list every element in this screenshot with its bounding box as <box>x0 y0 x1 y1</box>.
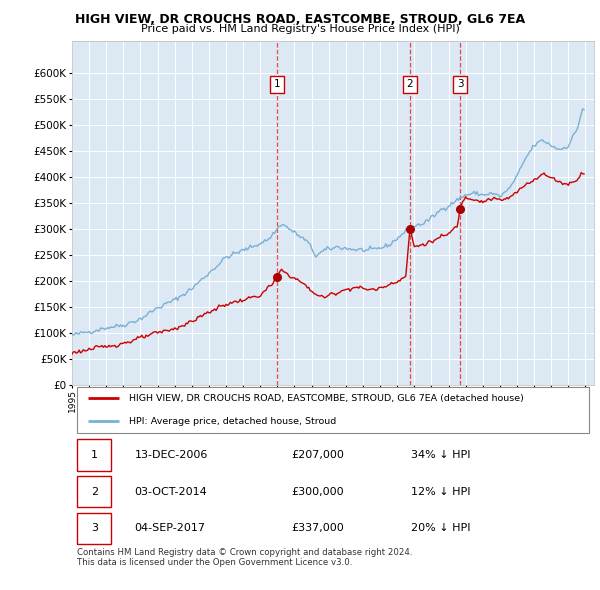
Text: 2: 2 <box>407 79 413 89</box>
Text: 04-SEP-2017: 04-SEP-2017 <box>134 523 206 533</box>
Text: HIGH VIEW, DR CROUCHS ROAD, EASTCOMBE, STROUD, GL6 7EA (detached house): HIGH VIEW, DR CROUCHS ROAD, EASTCOMBE, S… <box>130 394 524 403</box>
Text: 34% ↓ HPI: 34% ↓ HPI <box>412 450 471 460</box>
FancyBboxPatch shape <box>77 440 111 471</box>
Text: 3: 3 <box>91 523 98 533</box>
Text: HIGH VIEW, DR CROUCHS ROAD, EASTCOMBE, STROUD, GL6 7EA: HIGH VIEW, DR CROUCHS ROAD, EASTCOMBE, S… <box>75 13 525 26</box>
Text: 1: 1 <box>274 79 280 89</box>
Text: 12% ↓ HPI: 12% ↓ HPI <box>412 487 471 497</box>
FancyBboxPatch shape <box>77 513 111 544</box>
Text: £207,000: £207,000 <box>291 450 344 460</box>
Text: 2: 2 <box>91 487 98 497</box>
Text: 03-OCT-2014: 03-OCT-2014 <box>134 487 208 497</box>
Text: 1: 1 <box>91 450 98 460</box>
Text: 20% ↓ HPI: 20% ↓ HPI <box>412 523 471 533</box>
Text: 3: 3 <box>457 79 463 89</box>
Text: £300,000: £300,000 <box>291 487 344 497</box>
FancyBboxPatch shape <box>77 476 111 507</box>
Text: HPI: Average price, detached house, Stroud: HPI: Average price, detached house, Stro… <box>130 417 337 426</box>
FancyBboxPatch shape <box>77 387 589 433</box>
Text: 13-DEC-2006: 13-DEC-2006 <box>134 450 208 460</box>
Text: Price paid vs. HM Land Registry's House Price Index (HPI): Price paid vs. HM Land Registry's House … <box>140 24 460 34</box>
Text: £337,000: £337,000 <box>291 523 344 533</box>
Text: Contains HM Land Registry data © Crown copyright and database right 2024.
This d: Contains HM Land Registry data © Crown c… <box>77 548 413 567</box>
